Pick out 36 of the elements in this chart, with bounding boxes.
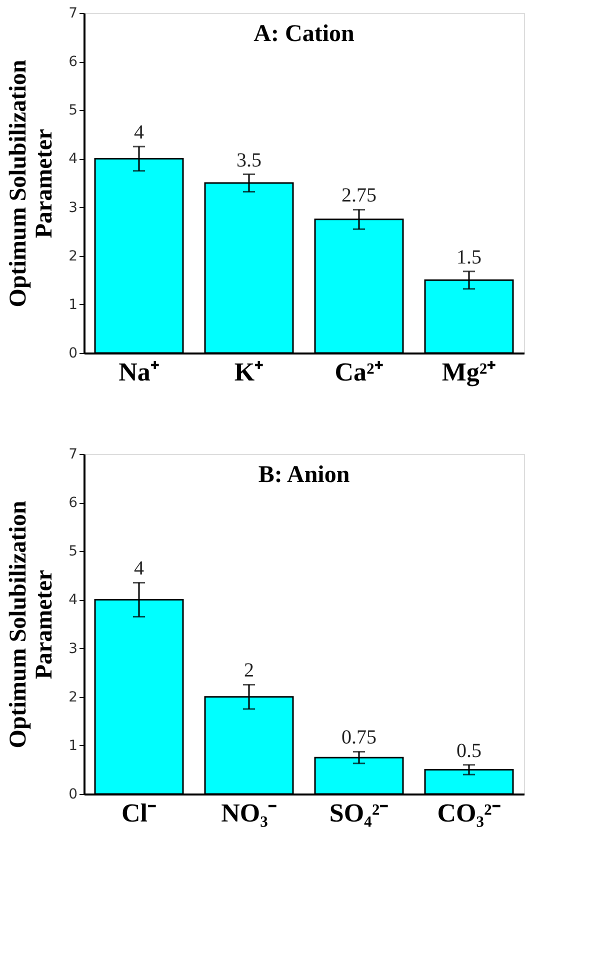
y-tick-label: 4 (68, 151, 78, 168)
x-tick-label: NO₃⁻ (221, 798, 277, 828)
data-label: 2.75 (342, 184, 376, 207)
y-tick-label: 3 (68, 200, 78, 216)
y-tick-label: 6 (68, 495, 78, 512)
y-tick-label: 7 (68, 446, 78, 462)
x-tick-label: CO₃²⁻ (437, 798, 501, 828)
y-tick-label: 5 (68, 544, 78, 560)
y-tick-label: 0 (68, 346, 78, 362)
data-label: 3.5 (236, 149, 262, 172)
data-label: 1.5 (456, 246, 482, 268)
chart-title: A: Cation (254, 21, 354, 47)
x-tick-label: SO₄²⁻ (329, 798, 389, 828)
y-tick-label: 7 (68, 6, 78, 22)
y-tick-label: 3 (68, 640, 78, 657)
y-tick-label: 2 (68, 689, 78, 706)
y-tick-label: 1 (68, 738, 78, 754)
y-tick-label: 4 (68, 592, 78, 608)
x-tick-label: K⁺ (234, 358, 264, 386)
y-tick-label: 2 (68, 248, 78, 264)
data-label: 0.5 (456, 740, 482, 762)
y-tick-label: 6 (68, 54, 78, 70)
data-label: 2 (244, 660, 254, 682)
x-tick-label: Ca²⁺ (334, 358, 384, 386)
data-label: 4 (134, 122, 144, 144)
y-axis-title: Optimum Solubilization Parameter (6, 500, 58, 748)
data-label: 4 (134, 558, 144, 580)
x-tick-label: Na⁺ (118, 358, 160, 386)
x-tick-label: Mg²⁺ (442, 358, 496, 386)
y-tick-label: 5 (68, 102, 78, 119)
x-tick-label: Cl⁻ (122, 798, 156, 828)
y-axis-title: Optimum Solubilization Parameter (6, 60, 58, 308)
y-tick-label: 1 (68, 296, 78, 313)
chart-title: B: Anion (258, 462, 350, 488)
data-label: 0.75 (342, 726, 376, 749)
y-tick-label: 0 (68, 786, 78, 802)
